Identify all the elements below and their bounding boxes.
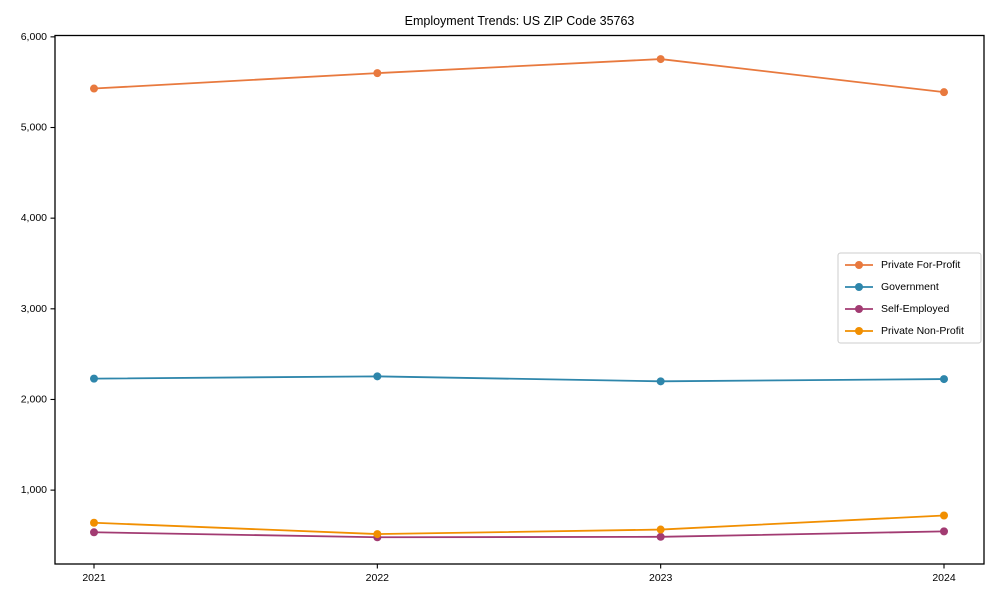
series-line-self-employed bbox=[93, 530, 945, 539]
legend-box bbox=[837, 252, 982, 344]
data-point-self-employed bbox=[656, 532, 665, 541]
y-axis-tick-label: 2,000 bbox=[21, 393, 47, 405]
data-point-private-for-profit bbox=[90, 84, 98, 93]
series-line-private-non-profit bbox=[93, 514, 945, 535]
series-line-government bbox=[93, 375, 945, 383]
y-axis-tick-label: 5,000 bbox=[21, 122, 47, 134]
legend-marker-self-employed bbox=[855, 305, 863, 313]
data-point-private-for-profit bbox=[373, 69, 382, 78]
data-point-private-non-profit bbox=[373, 530, 382, 539]
data-point-government bbox=[940, 375, 948, 384]
data-point-private-non-profit bbox=[656, 525, 665, 534]
y-axis-tick-label: 3,000 bbox=[21, 303, 47, 315]
legend-label-private-non-profit: Private Non-Profit bbox=[881, 325, 964, 337]
plot-border bbox=[54, 34, 985, 565]
data-point-self-employed bbox=[90, 528, 98, 537]
data-point-private-non-profit bbox=[90, 518, 98, 527]
x-axis-tick-label: 2021 bbox=[82, 572, 106, 584]
legend-label-private-for-profit: Private For-Profit bbox=[881, 259, 960, 271]
data-point-government bbox=[90, 374, 98, 383]
legend-label-self-employed: Self-Employed bbox=[881, 303, 949, 315]
series-line-private-for-profit bbox=[93, 58, 945, 94]
data-point-government bbox=[656, 377, 665, 386]
legend-marker-government bbox=[855, 283, 863, 291]
y-axis-tick-label: 4,000 bbox=[21, 212, 47, 224]
legend-marker-private-for-profit bbox=[855, 261, 863, 269]
data-point-self-employed bbox=[940, 527, 948, 536]
legend-label-government: Government bbox=[881, 281, 939, 293]
data-point-private-for-profit bbox=[940, 88, 948, 97]
x-axis-tick-label: 2024 bbox=[932, 572, 956, 584]
x-axis-tick-label: 2022 bbox=[366, 572, 390, 584]
data-point-private-non-profit bbox=[940, 511, 948, 520]
x-axis-tick-label: 2023 bbox=[649, 572, 673, 584]
chart-title: Employment Trends: US ZIP Code 35763 bbox=[404, 14, 635, 28]
data-point-private-for-profit bbox=[656, 55, 665, 64]
legend-marker-private-non-profit bbox=[855, 327, 863, 335]
y-axis-tick-label: 1,000 bbox=[21, 484, 47, 496]
data-point-government bbox=[373, 372, 382, 381]
y-axis-tick-label: 6,000 bbox=[21, 31, 47, 43]
